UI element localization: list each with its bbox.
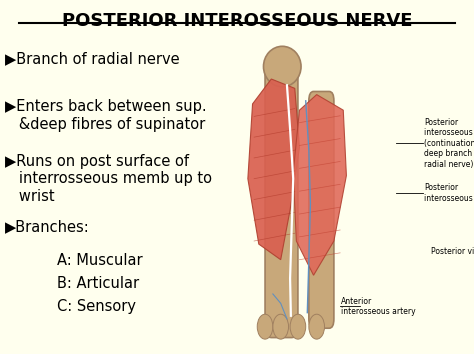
Polygon shape: [293, 95, 346, 275]
Polygon shape: [248, 79, 300, 260]
FancyBboxPatch shape: [309, 91, 334, 328]
Text: Posterior
interosseous artery: Posterior interosseous artery: [424, 183, 474, 202]
Text: ▶Runs on post surface of
   interrosseous memb up to
   wrist: ▶Runs on post surface of interrosseous m…: [5, 154, 212, 204]
Text: Posterior view: Posterior view: [431, 247, 474, 256]
Text: C: Sensory: C: Sensory: [57, 299, 136, 314]
Text: Posterior
interosseous nerve
(continuation of
deep branch of
radial nerve): Posterior interosseous nerve (continuati…: [424, 118, 474, 169]
Text: ▶Enters back between sup.
   &deep fibres of supinator: ▶Enters back between sup. &deep fibres o…: [5, 99, 206, 132]
Ellipse shape: [257, 314, 273, 339]
Ellipse shape: [273, 314, 289, 339]
Text: B: Articular: B: Articular: [57, 276, 139, 291]
FancyBboxPatch shape: [265, 57, 298, 338]
Ellipse shape: [309, 314, 325, 339]
Text: A: Muscular: A: Muscular: [57, 253, 143, 268]
Text: POSTERIOR INTEROSSEOUS NERVE: POSTERIOR INTEROSSEOUS NERVE: [62, 12, 412, 30]
Text: ▶Branches:: ▶Branches:: [5, 219, 90, 234]
Text: ▶Branch of radial nerve: ▶Branch of radial nerve: [5, 51, 179, 66]
Ellipse shape: [264, 46, 301, 87]
Text: Anterior
interosseous artery: Anterior interosseous artery: [341, 297, 416, 316]
Ellipse shape: [290, 314, 306, 339]
